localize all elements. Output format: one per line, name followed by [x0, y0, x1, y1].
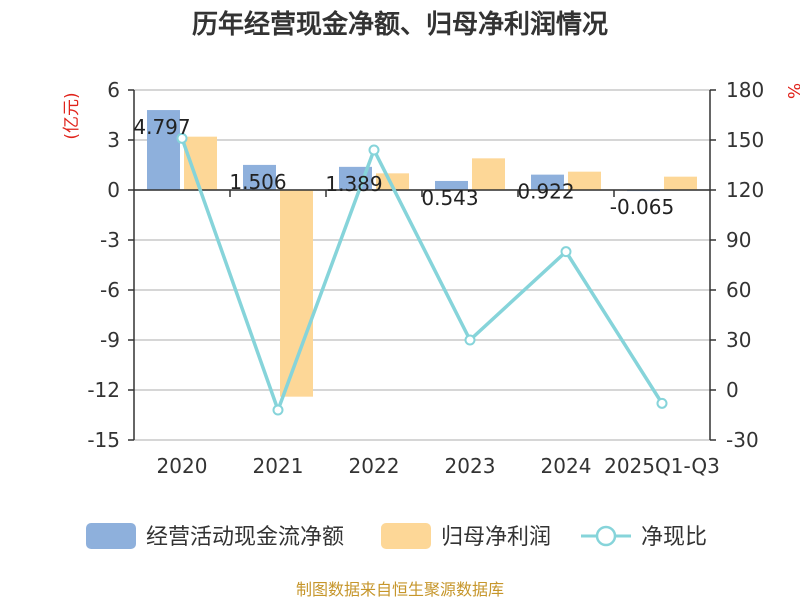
left-axis-tick-label: 3 [107, 128, 120, 152]
cash-flow-data-label: 1.389 [325, 172, 382, 196]
net-profit-bar [280, 190, 313, 397]
net-profit-bar [184, 136, 217, 190]
right-axis-unit: % [783, 83, 800, 99]
right-axis-tick-label: 150 [726, 128, 764, 152]
category-label: 2020 [157, 454, 208, 478]
legend-profit-label: 归母净利润 [441, 525, 551, 550]
legend-ratio-marker [595, 525, 617, 547]
cash-flow-bar [435, 180, 468, 190]
left-axis-tick-label: 0 [107, 178, 120, 202]
right-axis-tick-label: 180 [726, 78, 764, 102]
legend-cash-flow-label: 经营活动现金流净额 [146, 525, 344, 550]
cash-flow-bar [531, 174, 564, 190]
right-axis-tick-label: 0 [726, 378, 739, 402]
left-axis-tick-label: 6 [107, 78, 120, 102]
cash-flow-data-label: 4.797 [133, 115, 190, 139]
ratio-point [176, 132, 188, 144]
right-axis-tick-label: 120 [726, 178, 764, 202]
net-profit-bar [472, 158, 505, 190]
right-axis: 180 150 120 90 60 30 0 -30 [709, 78, 764, 452]
right-axis-tick-label: -30 [726, 428, 759, 452]
right-axis-tick-label: 60 [726, 278, 751, 302]
category-label: 2023 [445, 454, 496, 478]
left-axis-unit: (亿元) [62, 92, 82, 139]
category-label: 2021 [253, 454, 304, 478]
right-axis-tick-label: 30 [726, 328, 751, 352]
net-profit-bar [376, 173, 409, 190]
legend-profit-swatch [381, 523, 431, 549]
chart-title: 历年经营现金净额、归母净利润情况 [192, 9, 608, 40]
cash-flow-data-label: -0.065 [610, 195, 674, 219]
left-axis-tick-label: -6 [100, 278, 120, 302]
cash-flow-bar [147, 110, 180, 190]
legend: 经营活动现金流净额 归母净利润 净现比 [86, 523, 707, 550]
grid-lines [134, 89, 710, 441]
category-label: 2025Q1-Q3 [604, 454, 720, 478]
cash-flow-data-label: 1.506 [229, 170, 286, 194]
ratio-point [560, 246, 572, 258]
ratio-point [368, 144, 380, 156]
net-profit-bar [664, 176, 697, 190]
left-axis: 6 3 0 -3 -6 -9 -12 -15 [87, 78, 135, 452]
cash-flow-bar [339, 166, 372, 190]
ratio-point [464, 334, 476, 346]
bar-series [147, 110, 697, 397]
legend-ratio-label: 净现比 [641, 525, 707, 550]
left-axis-tick-label: -12 [87, 378, 120, 402]
net-profit-bar [568, 171, 601, 190]
cash-flow-bar [243, 164, 276, 190]
data-labels: 4.797 1.506 1.389 0.543 0.922 -0.065 [133, 115, 674, 219]
left-axis-tick-label: -3 [100, 228, 120, 252]
cash-flow-data-label: 0.543 [421, 186, 478, 210]
category-label: 2022 [349, 454, 400, 478]
left-axis-tick-label: -15 [87, 428, 120, 452]
right-axis-tick-label: 90 [726, 228, 751, 252]
ratio-line-series [176, 132, 668, 416]
category-label: 2024 [541, 454, 592, 478]
ratio-line [180, 137, 664, 412]
ratio-point [272, 404, 284, 416]
data-source: 制图数据来自恒生聚源数据库 [296, 580, 504, 599]
left-axis-tick-label: -9 [100, 328, 120, 352]
zero-axis [134, 189, 710, 197]
cash-flow-data-label: 0.922 [517, 180, 574, 204]
ratio-point [656, 397, 668, 409]
legend-cash-flow-swatch [86, 523, 136, 549]
category-axis: 2020 2021 2022 2023 2024 2025Q1-Q3 [157, 454, 720, 478]
